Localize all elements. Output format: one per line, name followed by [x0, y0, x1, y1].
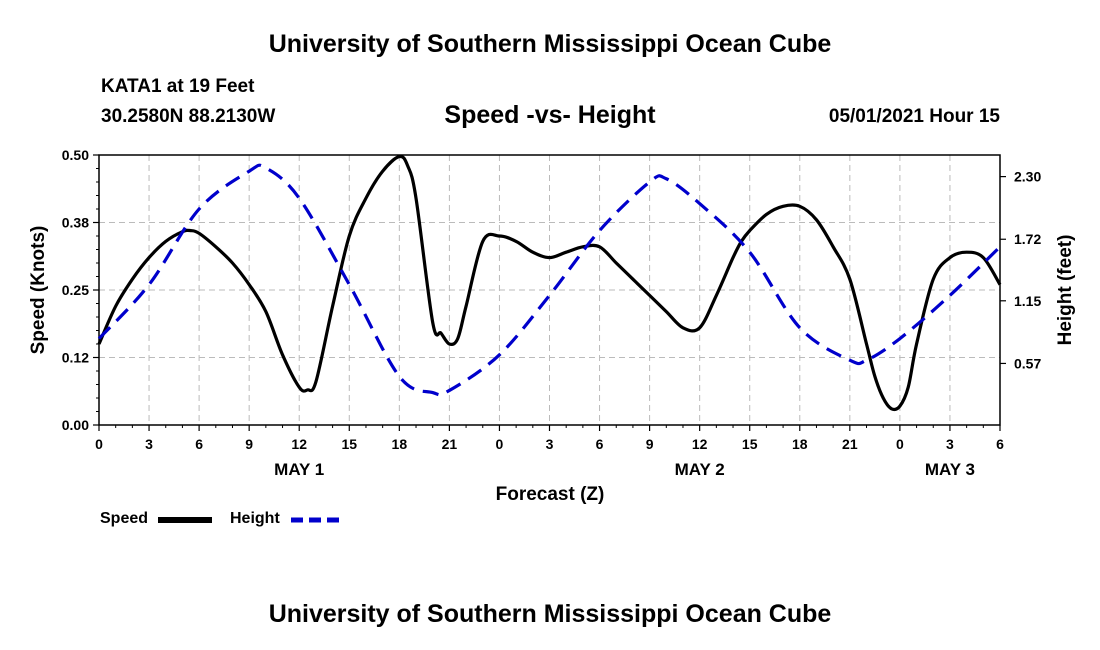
x-tick-label: 21 — [842, 436, 858, 452]
y-left-tick-label: 0.25 — [62, 282, 89, 298]
chart-subtitle: Speed -vs- Height — [444, 101, 656, 129]
x-tick-label: 15 — [742, 436, 758, 452]
day-label: MAY 3 — [925, 460, 975, 479]
x-tick-label: 3 — [946, 436, 954, 452]
axis-ticks — [93, 154, 1006, 431]
page-title: University of Southern Mississippi Ocean… — [268, 30, 832, 58]
chart-series — [97, 154, 1002, 412]
y-left-tick-label: 0.00 — [62, 417, 89, 433]
x-tick-label: 9 — [646, 436, 654, 452]
speed-series-line — [97, 154, 1002, 412]
forecast-datetime: 05/01/2021 Hour 15 — [828, 106, 1000, 127]
y-axis-left-title: Speed (Knots) — [28, 226, 49, 355]
legend-speed-label: Speed — [100, 510, 149, 527]
x-axis-title: Forecast (Z) — [496, 484, 605, 505]
x-tick-label: 18 — [792, 436, 808, 452]
y-right-tick-label: 1.72 — [1014, 231, 1041, 247]
y-left-tick-label: 0.12 — [62, 350, 89, 366]
x-tick-label: 21 — [442, 436, 458, 452]
x-tick-label: 3 — [546, 436, 554, 452]
y-right-tick-label: 0.57 — [1014, 355, 1041, 371]
day-label: MAY 2 — [675, 460, 725, 479]
y-left-tick-label: 0.50 — [62, 147, 89, 163]
station-label: KATA1 at 19 Feet — [101, 76, 255, 97]
day-label: MAY 1 — [274, 460, 324, 479]
x-tick-label: 6 — [996, 436, 1004, 452]
height-series-line — [97, 163, 1002, 397]
x-tick-label: 15 — [341, 436, 357, 452]
y-right-tick-label: 2.30 — [1014, 169, 1041, 185]
x-tick-label: 6 — [596, 436, 604, 452]
y-axis-right-title: Height (feet) — [1055, 235, 1076, 346]
x-tick-label: 0 — [896, 436, 904, 452]
chart-grid — [99, 155, 1000, 425]
x-tick-label: 0 — [496, 436, 504, 452]
x-tick-label: 3 — [145, 436, 153, 452]
x-tick-label: 18 — [392, 436, 408, 452]
x-tick-label: 0 — [95, 436, 103, 452]
axis-labels: 0 3 6 9 12 15 18 21 0 3 6 9 12 15 18 21 0 3 6 MAY 1 MAY 2 MAY… — [62, 147, 1042, 479]
y-right-tick-label: 1.15 — [1014, 293, 1041, 309]
page-footer-title: University of Southern Mississippi Ocean… — [268, 600, 832, 628]
y-left-tick-label: 0.38 — [62, 215, 89, 231]
x-tick-label: 9 — [245, 436, 253, 452]
station-coordinates: 30.2580N 88.2130W — [101, 106, 276, 127]
legend-height-label: Height — [230, 510, 280, 527]
x-tick-label: 12 — [692, 436, 708, 452]
x-tick-label: 12 — [291, 436, 307, 452]
x-tick-label: 6 — [195, 436, 203, 452]
